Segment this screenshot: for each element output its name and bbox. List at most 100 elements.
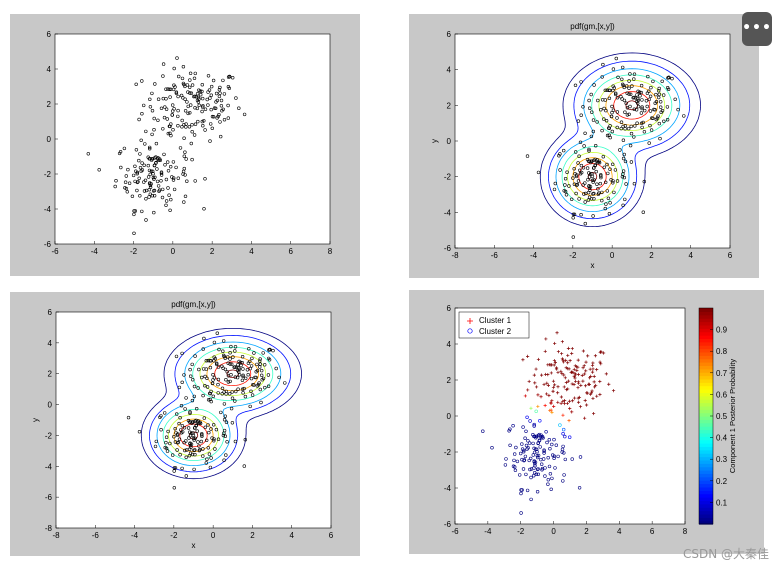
colorbar-segment bbox=[699, 429, 713, 434]
cluster-2-point bbox=[523, 436, 527, 440]
data-point bbox=[149, 182, 153, 186]
data-point bbox=[630, 84, 634, 88]
cluster-1-point bbox=[527, 379, 531, 384]
cluster-1-point bbox=[550, 410, 554, 415]
data-point bbox=[203, 107, 208, 111]
cluster-2-point bbox=[535, 455, 540, 460]
more-options-button[interactable]: ••• bbox=[742, 12, 772, 46]
data-point bbox=[150, 108, 155, 113]
y-axis-label: y bbox=[430, 139, 439, 143]
data-point bbox=[171, 160, 176, 164]
cluster-1-point bbox=[559, 401, 563, 406]
cluster-2-point bbox=[508, 443, 512, 448]
data-point bbox=[666, 85, 670, 90]
watermark: CSDN @大秦佳 bbox=[682, 547, 769, 561]
data-point bbox=[596, 98, 600, 103]
cluster-1-point bbox=[544, 337, 548, 341]
data-point bbox=[642, 130, 647, 134]
data-point bbox=[183, 150, 187, 154]
cluster-1-point bbox=[595, 394, 599, 398]
y-tick-label: 6 bbox=[48, 308, 53, 317]
data-point bbox=[132, 212, 136, 217]
data-point bbox=[184, 157, 188, 161]
data-point bbox=[140, 161, 144, 165]
cluster-1-point bbox=[576, 381, 581, 385]
chart-title: pdf(gm,[x,y]) bbox=[570, 22, 615, 31]
data-point bbox=[240, 360, 244, 365]
cluster-1-point bbox=[584, 369, 588, 373]
cluster-1-point bbox=[556, 391, 560, 395]
data-point bbox=[135, 172, 139, 176]
data-point bbox=[635, 99, 639, 104]
x-axis-label: x bbox=[591, 261, 595, 270]
data-point bbox=[175, 56, 179, 60]
contour-lines bbox=[140, 328, 302, 480]
data-point bbox=[222, 92, 227, 96]
data-point bbox=[169, 197, 173, 202]
data-point bbox=[192, 448, 196, 453]
data-point bbox=[152, 163, 157, 168]
colorbar-segment bbox=[699, 436, 713, 441]
cluster-1-point bbox=[567, 399, 572, 403]
data-point bbox=[625, 113, 630, 117]
data-point bbox=[199, 439, 204, 444]
data-point bbox=[86, 152, 91, 156]
data-point bbox=[596, 192, 601, 197]
colorbar-tick-label: 0.3 bbox=[716, 455, 728, 464]
cluster-2-point bbox=[520, 488, 524, 492]
data-point bbox=[254, 375, 258, 380]
y-tick-label: -6 bbox=[45, 493, 53, 502]
colorbar-segment bbox=[699, 486, 713, 491]
data-point bbox=[190, 83, 195, 87]
data-point bbox=[587, 147, 591, 152]
data-point bbox=[97, 168, 101, 172]
legend-marker-cluster-1 bbox=[467, 318, 473, 324]
data-point bbox=[168, 95, 172, 99]
data-point bbox=[122, 146, 127, 151]
data-point bbox=[588, 185, 593, 189]
cluster-1-point bbox=[582, 364, 586, 368]
data-point bbox=[133, 164, 137, 169]
cluster-2-point bbox=[533, 447, 538, 451]
x-tick-label: 6 bbox=[288, 247, 293, 256]
data-point bbox=[208, 359, 212, 363]
cluster-1-point bbox=[611, 389, 616, 393]
colorbar-segment bbox=[699, 338, 713, 343]
data-point bbox=[216, 382, 220, 387]
x-tick-label: 4 bbox=[688, 251, 693, 260]
data-point bbox=[151, 189, 156, 193]
data-point bbox=[614, 56, 619, 61]
data-point bbox=[574, 174, 579, 179]
data-point bbox=[628, 72, 632, 76]
data-point bbox=[192, 394, 197, 399]
cluster-2-point bbox=[481, 429, 485, 433]
data-point bbox=[200, 109, 204, 114]
cluster-1-point bbox=[563, 399, 567, 403]
data-point bbox=[222, 417, 227, 422]
x-axis-label: x bbox=[192, 541, 196, 550]
data-point bbox=[639, 111, 644, 115]
cluster-1-point bbox=[526, 388, 530, 392]
data-point bbox=[190, 157, 194, 162]
cluster-1-point bbox=[566, 387, 570, 391]
cluster-1-point bbox=[562, 385, 566, 389]
data-point bbox=[171, 178, 176, 182]
data-point bbox=[195, 98, 200, 103]
data-point bbox=[171, 127, 175, 132]
data-point bbox=[201, 347, 205, 351]
data-point bbox=[200, 433, 204, 437]
data-point bbox=[217, 94, 222, 99]
data-point bbox=[170, 113, 175, 117]
data-point bbox=[180, 125, 184, 129]
data-point bbox=[578, 168, 582, 173]
cluster-2-point bbox=[511, 424, 515, 428]
data-point bbox=[205, 457, 209, 461]
colorbar-segment bbox=[699, 520, 713, 525]
data-point bbox=[146, 163, 151, 168]
data-point bbox=[249, 364, 254, 368]
data-point bbox=[243, 438, 248, 442]
data-point bbox=[619, 94, 623, 99]
cluster-1-point bbox=[585, 391, 589, 395]
data-point bbox=[242, 386, 246, 391]
data-point bbox=[610, 129, 615, 134]
